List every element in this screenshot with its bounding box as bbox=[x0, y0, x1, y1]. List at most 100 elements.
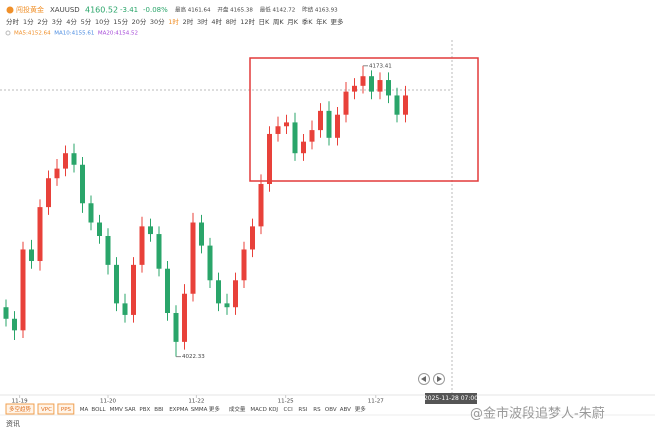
indicator-tab[interactable]: VPC bbox=[41, 407, 52, 413]
candle-body bbox=[37, 207, 43, 262]
candle-body bbox=[284, 122, 289, 127]
period-tab[interactable]: 3分 bbox=[52, 17, 63, 26]
candle-body bbox=[233, 280, 238, 308]
period-tab[interactable]: 更多 bbox=[331, 17, 345, 26]
period-tab[interactable]: 20分 bbox=[132, 17, 147, 26]
candle-body bbox=[369, 76, 374, 92]
period-tab[interactable]: 8时 bbox=[226, 17, 237, 26]
indicator-tab[interactable]: CCI bbox=[284, 407, 294, 413]
indicator-box[interactable] bbox=[37, 403, 55, 415]
period-tab[interactable]: 季K bbox=[302, 17, 314, 26]
candle-body bbox=[182, 293, 187, 342]
candle-body bbox=[88, 203, 94, 223]
logo bbox=[6, 6, 14, 14]
candle-body bbox=[224, 303, 230, 308]
period-tab[interactable]: 2时 bbox=[183, 17, 194, 26]
candle-body bbox=[46, 178, 51, 208]
indicator-tab[interactable]: MMV bbox=[110, 407, 123, 413]
candle-body bbox=[377, 80, 383, 92]
nav-next-icon bbox=[437, 376, 442, 382]
indicator-tab[interactable]: ABV bbox=[340, 407, 351, 413]
indicator-tab[interactable]: PBX bbox=[139, 407, 150, 413]
candle-body bbox=[343, 91, 349, 115]
indicator-tab[interactable]: SMMA bbox=[191, 407, 208, 413]
indicator-tab[interactable]: BBI bbox=[154, 407, 164, 413]
candle-body bbox=[173, 312, 179, 342]
indicator-tab[interactable]: EXPMA bbox=[169, 407, 188, 413]
period-tab[interactable]: 15分 bbox=[113, 17, 128, 26]
ma-legend: MA5:4152.64 bbox=[14, 31, 51, 37]
period-tab[interactable]: 周K bbox=[273, 18, 285, 26]
period-tab[interactable]: 2分 bbox=[37, 17, 48, 26]
candle-body bbox=[199, 222, 204, 246]
indicator-tab[interactable]: RS bbox=[313, 407, 321, 413]
instrument-name: 闯投黄金 bbox=[16, 5, 44, 14]
candle-body bbox=[105, 235, 111, 265]
candle-body bbox=[3, 307, 9, 319]
candle-body bbox=[386, 80, 391, 96]
candle-body bbox=[267, 133, 272, 185]
indicator-tab[interactable]: BOLL bbox=[91, 407, 106, 413]
header-stat: 最高 4161.64 bbox=[175, 6, 211, 14]
candle-body bbox=[318, 110, 323, 131]
price: 4160.52 bbox=[85, 6, 118, 15]
period-tab[interactable]: 分时 bbox=[6, 17, 20, 26]
nav-prev-icon bbox=[421, 376, 426, 382]
indicator-tab[interactable]: 更多 bbox=[355, 405, 367, 413]
plot: 2025-11-28 07:00 11-19 11-20 11-22 11-25 11-… bbox=[0, 40, 655, 405]
cursor-time: 2025-11-28 07:00 bbox=[424, 395, 478, 402]
indicator-tab[interactable]: KDJ bbox=[269, 407, 279, 413]
indicator-box[interactable] bbox=[5, 403, 35, 415]
x-tick-label: 11-20 bbox=[100, 399, 116, 405]
candle-body bbox=[156, 234, 162, 269]
period-tab[interactable]: 30分 bbox=[150, 17, 165, 26]
period-tab[interactable]: 12时 bbox=[240, 17, 255, 26]
indicator-tab[interactable]: OBV bbox=[325, 407, 337, 413]
indicator-tab[interactable]: PPS bbox=[61, 407, 72, 413]
news-tab[interactable]: 资讯 bbox=[6, 419, 20, 428]
cursor-time-box bbox=[425, 393, 477, 404]
candle-body bbox=[207, 245, 213, 281]
period-tab[interactable]: 5分 bbox=[81, 17, 92, 26]
indicator-tab[interactable]: 多空趋势 bbox=[9, 405, 32, 413]
period-tab[interactable]: 月K bbox=[287, 18, 299, 26]
candle-body bbox=[250, 226, 255, 250]
candle-body bbox=[190, 222, 196, 294]
period-tab[interactable]: 1时 bbox=[168, 17, 179, 26]
indicator-tab[interactable]: RSI bbox=[298, 407, 307, 413]
candle-body bbox=[97, 222, 102, 236]
candle-body bbox=[80, 164, 85, 204]
x-tick-label: 11-19 bbox=[12, 399, 28, 405]
indicator-box[interactable] bbox=[57, 403, 75, 415]
candle-body bbox=[12, 318, 17, 331]
indicator-tab[interactable]: MACD bbox=[250, 407, 267, 413]
candle-body bbox=[114, 264, 119, 304]
candle-body bbox=[165, 268, 170, 313]
candle-body bbox=[301, 141, 306, 154]
candle-body bbox=[122, 303, 128, 315]
period-tab[interactable]: 1分 bbox=[23, 17, 34, 26]
low-annotation: 4022.33 bbox=[182, 354, 205, 360]
indicator-tab[interactable]: SAR bbox=[125, 407, 136, 413]
indicator-tab[interactable]: 更多 bbox=[209, 405, 221, 413]
candle-body bbox=[216, 280, 221, 304]
indicator-tab[interactable]: 成交量 bbox=[229, 405, 246, 413]
period-tab[interactable]: 3时 bbox=[197, 17, 208, 26]
candle-body bbox=[148, 226, 153, 235]
ma-legend: MA10:4155.61 bbox=[54, 31, 94, 37]
header-stat: 昨结 4163.93 bbox=[302, 6, 338, 14]
candle-body bbox=[139, 226, 145, 265]
highlight-box bbox=[249, 57, 479, 182]
x-tick-label: 11-25 bbox=[278, 399, 294, 405]
change: -3.41 bbox=[120, 6, 138, 14]
candle-body bbox=[29, 249, 34, 262]
candle-body bbox=[335, 114, 340, 138]
header: 闯投黄金 XAUUSD 4160.52 -3.41 -0.08% bbox=[6, 5, 168, 15]
period-tab[interactable]: 日K bbox=[259, 18, 271, 26]
period-tab[interactable]: 4时 bbox=[211, 17, 222, 26]
indicator-tab[interactable]: MA bbox=[80, 407, 89, 413]
period-tab[interactable]: 10分 bbox=[95, 17, 110, 26]
period-tab[interactable]: 4分 bbox=[66, 17, 77, 26]
period-tab[interactable]: 年K bbox=[316, 17, 328, 26]
